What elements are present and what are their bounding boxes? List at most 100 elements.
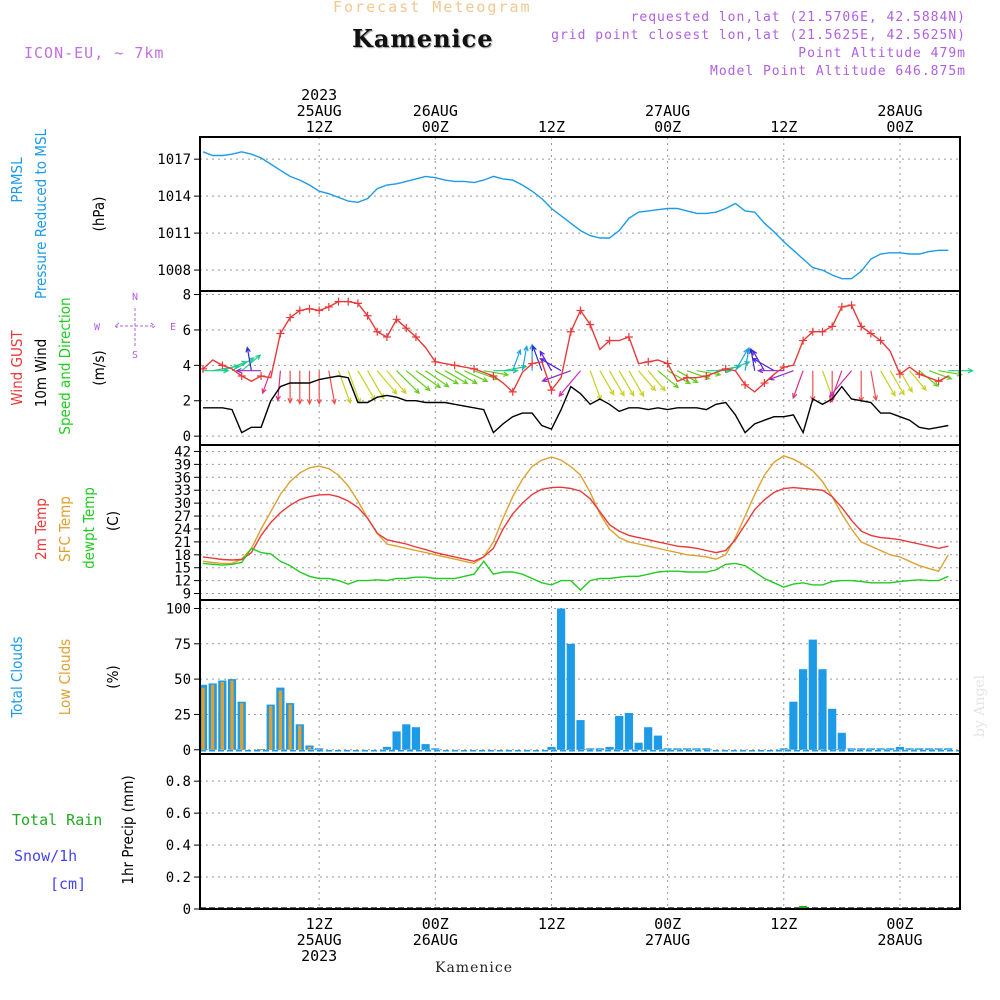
time-label-bottom: 00Z: [422, 915, 449, 933]
chart-subtitle: Forecast Meteogram: [333, 0, 532, 16]
wind-direction-arrow: [245, 346, 252, 371]
gust-marker: [682, 373, 691, 382]
wind-direction-arrow: [297, 370, 303, 406]
y-tick-label: 39: [174, 457, 191, 473]
total-clouds-bar: [382, 746, 391, 750]
gust-marker: [508, 387, 517, 396]
wind-direction-arrow: [306, 370, 313, 406]
wind-direction-arrow: [231, 357, 256, 372]
panel-frame-pressure: [199, 136, 961, 292]
gust-marker: [721, 364, 730, 373]
gust-marker: [305, 304, 314, 313]
y-tick-label: 18: [174, 548, 191, 564]
total-clouds-bar: [818, 669, 827, 750]
time-label-bottom: 28AUG: [877, 931, 922, 949]
wind-direction-arrow: [918, 370, 940, 388]
wind-direction-arrow: [241, 354, 262, 372]
gust-marker: [644, 357, 653, 366]
gust-marker: [363, 311, 372, 320]
wind-direction-arrow: [444, 370, 469, 385]
pressure-unit: (hPa): [90, 197, 108, 232]
y-tick-label: 1014: [157, 189, 191, 205]
gust-marker: [470, 364, 479, 373]
y-tick-label: 4: [183, 358, 191, 374]
low-clouds-bar: [298, 725, 302, 750]
total-clouds-bar: [789, 701, 798, 750]
gust-marker: [257, 371, 266, 380]
y-tick-label: 0.8: [166, 774, 191, 790]
wind-direction-arrow: [628, 370, 645, 398]
y-tick-label: 15: [174, 561, 191, 577]
total-clouds-bar: [673, 748, 682, 750]
model-altitude: Model Point Altitude 646.875m: [710, 64, 966, 79]
gust-marker: [450, 361, 459, 370]
low-clouds-bar: [288, 704, 292, 750]
grid-layer: [200, 137, 960, 910]
wind-direction-arrow: [696, 370, 722, 377]
compass-s: S: [132, 350, 138, 361]
y-tick-label: 9: [183, 587, 191, 603]
y-tick-label: 36: [174, 470, 191, 486]
gust-marker: [344, 297, 353, 306]
rain-bar: [799, 905, 808, 909]
time-label-bottom: 2023: [301, 947, 337, 965]
wind-direction-arrow: [928, 370, 953, 380]
requested-coords: requested lon,lat (21.5706E, 42.5884N): [630, 10, 966, 25]
panel-frame-precip: [199, 753, 961, 910]
gust-marker: [295, 306, 304, 315]
total-clouds-bar: [779, 748, 788, 750]
gust-marker: [799, 336, 808, 345]
data-layer: [198, 151, 974, 909]
wind-dir-label: Speed and Direction: [56, 297, 74, 434]
wind-direction-arrow: [792, 370, 804, 400]
total-clouds-bar: [837, 732, 846, 750]
y-tick-label: 75: [174, 637, 191, 653]
wind-direction-arrow: [376, 370, 398, 395]
label-layer: 1008101110141017024689121518212427303336…: [8, 86, 923, 965]
y-tick-label: 6: [183, 323, 191, 339]
gust-marker: [828, 322, 837, 331]
y-tick-label: 1017: [157, 152, 191, 168]
time-label-bottom: 00Z: [654, 915, 681, 933]
gust-marker: [489, 371, 498, 380]
time-label-top: 00Z: [422, 118, 449, 136]
wind-direction-arrow: [275, 370, 281, 402]
wind-direction-arrow: [638, 370, 657, 392]
temp2m-label: 2m Temp: [32, 498, 50, 560]
wind-direction-arrow: [531, 344, 543, 371]
total-clouds-bar: [857, 748, 866, 750]
total-clouds-bar: [421, 744, 430, 750]
panel-frames: [199, 136, 961, 910]
total-clouds-bar: [886, 748, 895, 750]
y-tick-label: 0: [183, 902, 191, 918]
wind-direction-arrow: [464, 370, 489, 382]
gust-marker: [237, 371, 246, 380]
time-label-top: 12Z: [538, 118, 565, 136]
time-label-bottom: 00Z: [886, 915, 913, 933]
model-label: ICON-EU, ~ 7km: [24, 44, 165, 62]
y-tick-label: 21: [174, 535, 191, 551]
gust-marker: [857, 322, 866, 331]
snow-unit: [cm]: [50, 875, 86, 893]
gust-line: [202, 300, 949, 394]
time-label-top: 00Z: [886, 118, 913, 136]
gust-marker: [663, 359, 672, 368]
gust-label: Wind GUST: [8, 330, 26, 406]
wind-direction-arrow: [435, 370, 460, 385]
gust-marker: [431, 357, 440, 366]
wind-direction-arrow: [235, 367, 262, 374]
total-clouds-bar: [876, 748, 885, 750]
wind-direction-arrow: [415, 370, 442, 389]
total-clouds-bar: [605, 746, 614, 750]
y-tick-label: 0.2: [166, 870, 191, 886]
snow-label: Snow/1h: [14, 847, 77, 865]
wind-label: 10m Wind: [32, 339, 50, 408]
wind-direction-arrow: [454, 370, 478, 385]
pressure-line: [202, 151, 949, 280]
total-clouds-bar: [624, 713, 633, 750]
total-clouds-bar: [905, 748, 914, 750]
compass-e: E: [170, 322, 176, 333]
gust-marker: [373, 327, 382, 336]
gust-marker: [624, 333, 633, 342]
wind-direction-arrow: [521, 345, 529, 371]
